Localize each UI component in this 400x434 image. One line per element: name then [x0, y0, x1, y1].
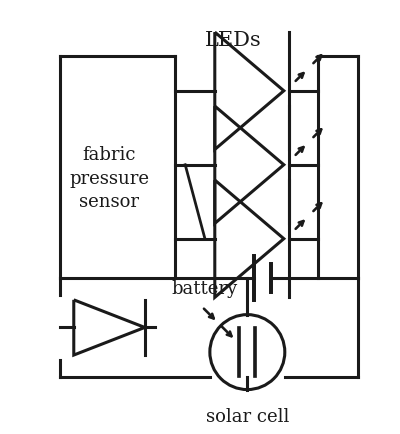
Text: solar cell: solar cell	[206, 407, 289, 425]
Text: battery: battery	[171, 279, 238, 297]
Text: LEDs: LEDs	[205, 31, 262, 50]
Text: fabric
pressure
sensor: fabric pressure sensor	[69, 146, 149, 210]
